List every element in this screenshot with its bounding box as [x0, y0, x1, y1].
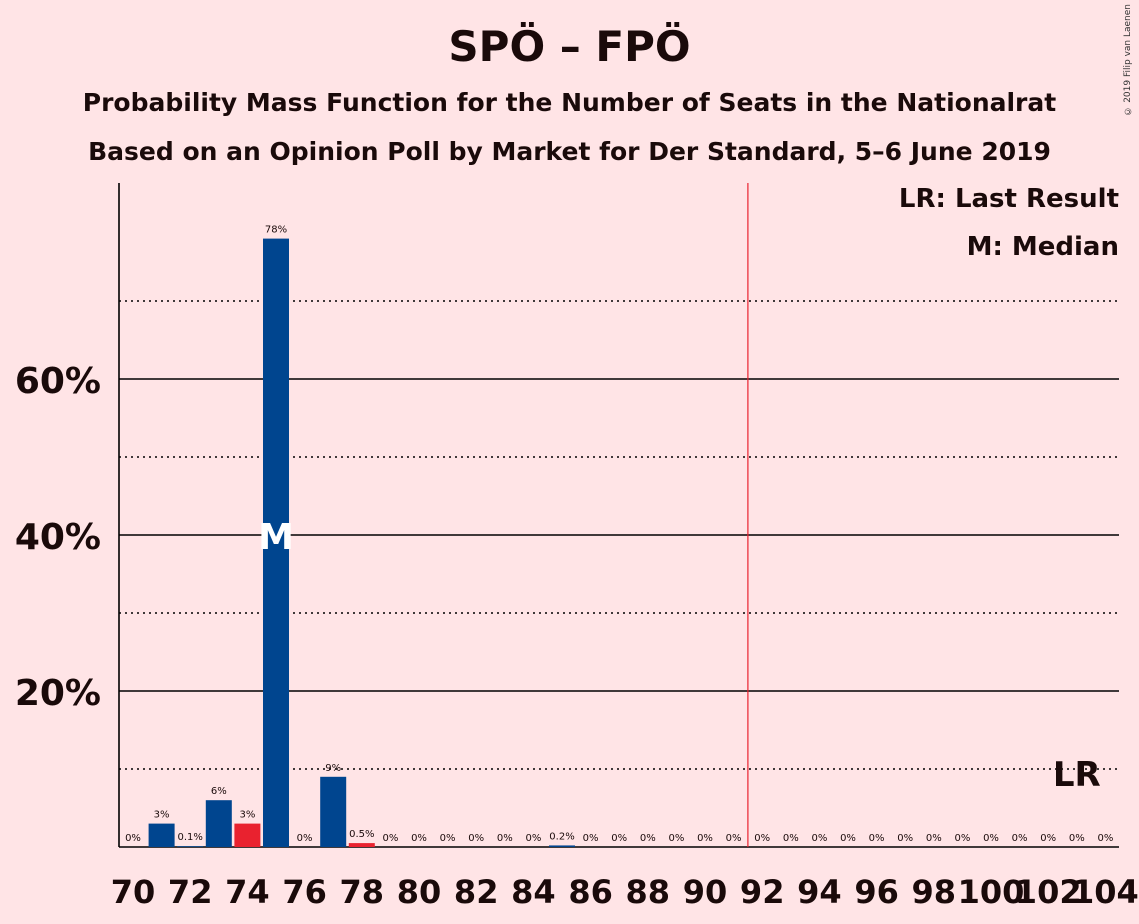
x-tick-label-76: 76 [282, 873, 327, 911]
x-tick-label-84: 84 [511, 873, 556, 911]
median-marker: M [258, 517, 294, 558]
x-tick-label-78: 78 [340, 873, 385, 911]
value-label-74: 3% [239, 810, 255, 821]
value-label-100: 0% [983, 833, 999, 844]
value-label-81: 0% [440, 833, 456, 844]
x-tick-label-98: 98 [912, 873, 957, 911]
x-tick-label-102: 102 [1015, 873, 1082, 911]
bar-74 [234, 823, 261, 847]
value-label-104: 0% [1097, 833, 1113, 844]
bar-85 [549, 845, 575, 847]
value-label-101: 0% [1012, 833, 1028, 844]
value-label-102: 0% [1040, 833, 1056, 844]
x-tick-label-86: 86 [568, 873, 613, 911]
x-tick-label-104: 104 [1072, 873, 1139, 911]
value-label-97: 0% [897, 833, 913, 844]
value-label-86: 0% [583, 833, 599, 844]
value-label-84: 0% [525, 833, 541, 844]
x-tick-label-94: 94 [797, 873, 842, 911]
legend-median: M: Median [966, 232, 1119, 262]
value-label-95: 0% [840, 833, 856, 844]
y-tick-label: 20% [15, 673, 101, 714]
x-tick-label-90: 90 [683, 873, 728, 911]
x-tick-label-72: 72 [168, 873, 213, 911]
value-label-70: 0% [125, 833, 141, 844]
bar-77 [320, 776, 347, 847]
x-tick-label-74: 74 [225, 873, 270, 911]
value-label-103: 0% [1069, 833, 1085, 844]
value-label-89: 0% [668, 833, 684, 844]
x-tick-label-82: 82 [454, 873, 499, 911]
value-label-90: 0% [697, 833, 713, 844]
chart-title: SPÖ – FPÖ [448, 22, 691, 71]
value-label-78: 0.5% [349, 829, 374, 840]
value-label-91: 0% [726, 833, 742, 844]
bar-72 [177, 846, 204, 847]
bar-73 [205, 800, 232, 847]
value-label-96: 0% [869, 833, 885, 844]
value-label-82: 0% [468, 833, 484, 844]
value-label-79: 0% [382, 833, 398, 844]
value-label-77: 9% [325, 763, 341, 774]
value-label-93: 0% [783, 833, 799, 844]
value-label-73: 6% [211, 786, 227, 797]
y-tick-label: 60% [15, 361, 101, 402]
chart-subtitle: Probability Mass Function for the Number… [82, 88, 1057, 117]
value-label-98: 0% [926, 833, 942, 844]
chart-source: Based on an Opinion Poll by Market for D… [88, 137, 1051, 166]
x-tick-label-88: 88 [626, 873, 671, 911]
x-tick-label-100: 100 [958, 873, 1025, 911]
last-result-marker: LR [1053, 755, 1101, 795]
bar-71 [148, 823, 175, 847]
value-label-71: 3% [154, 810, 170, 821]
value-label-99: 0% [954, 833, 970, 844]
x-tick-label-92: 92 [740, 873, 785, 911]
x-tick-label-70: 70 [111, 873, 156, 911]
value-label-80: 0% [411, 833, 427, 844]
value-label-83: 0% [497, 833, 513, 844]
x-tick-label-80: 80 [397, 873, 442, 911]
value-label-88: 0% [640, 833, 656, 844]
bar-78 [348, 843, 375, 847]
value-label-75: 78% [265, 225, 287, 236]
value-label-92: 0% [754, 833, 770, 844]
value-label-76: 0% [297, 833, 313, 844]
legend-last-result: LR: Last Result [898, 184, 1119, 214]
bar-75 [263, 238, 289, 848]
value-label-94: 0% [811, 833, 827, 844]
x-tick-label-96: 96 [854, 873, 899, 911]
value-label-87: 0% [611, 833, 627, 844]
value-label-72: 0.1% [177, 832, 202, 843]
y-tick-label: 40% [15, 517, 101, 558]
value-label-85: 0.2% [549, 831, 574, 842]
